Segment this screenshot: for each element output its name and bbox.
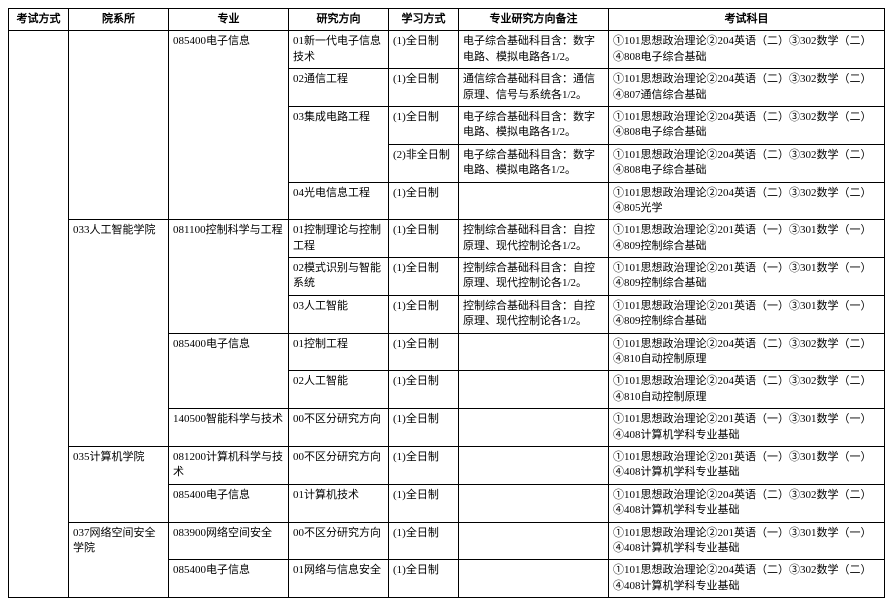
cell-subjects: ①101思想政治理论②204英语（二）③302数学（二）④808电子综合基础 [609, 31, 885, 69]
cell-direction: 00不区分研究方向 [289, 409, 389, 447]
cell-mode: (2)非全日制 [389, 144, 459, 182]
cell-subjects: ①101思想政治理论②201英语（一）③301数学（一）④809控制综合基础 [609, 220, 885, 258]
cell-note [459, 560, 609, 598]
header-note: 专业研究方向备注 [459, 9, 609, 31]
cell-major: 085400电子信息 [169, 484, 289, 522]
table-row: 035计算机学院081200计算机科学与技术00不区分研究方向(1)全日制①10… [9, 446, 885, 484]
cell-subjects: ①101思想政治理论②201英语（一）③301数学（一）④809控制综合基础 [609, 258, 885, 296]
header-row: 考试方式 院系所 专业 研究方向 学习方式 专业研究方向备注 考试科目 [9, 9, 885, 31]
cell-direction: 04光电信息工程 [289, 182, 389, 220]
cell-subjects: ①101思想政治理论②201英语（一）③301数学（一）④408计算机学科专业基… [609, 446, 885, 484]
cell-mode: (1)全日制 [389, 333, 459, 371]
cell-mode: (1)全日制 [389, 182, 459, 220]
header-dept: 院系所 [69, 9, 169, 31]
cell-mode: (1)全日制 [389, 295, 459, 333]
admissions-table: 考试方式 院系所 专业 研究方向 学习方式 专业研究方向备注 考试科目 0854… [8, 8, 885, 598]
cell-mode: (1)全日制 [389, 446, 459, 484]
cell-direction: 01控制工程 [289, 333, 389, 371]
cell-subjects: ①101思想政治理论②201英语（一）③301数学（一）④809控制综合基础 [609, 295, 885, 333]
cell-direction: 03集成电路工程 [289, 106, 389, 182]
cell-subjects: ①101思想政治理论②201英语（一）③301数学（一）④408计算机学科专业基… [609, 522, 885, 560]
cell-note [459, 484, 609, 522]
cell-subjects: ①101思想政治理论②204英语（二）③302数学（二）④408计算机学科专业基… [609, 484, 885, 522]
cell-note [459, 446, 609, 484]
cell-note: 控制综合基础科目含：自控原理、现代控制论各1/2。 [459, 258, 609, 296]
cell-note: 控制综合基础科目含：自控原理、现代控制论各1/2。 [459, 295, 609, 333]
cell-major: 085400电子信息 [169, 560, 289, 598]
cell-major: 081100控制科学与工程 [169, 220, 289, 333]
cell-note [459, 333, 609, 371]
cell-mode: (1)全日制 [389, 560, 459, 598]
cell-subjects: ①101思想政治理论②204英语（二）③302数学（二）④808电子综合基础 [609, 106, 885, 144]
cell-dept: 033人工智能学院 [69, 220, 169, 447]
cell-dept: 035计算机学院 [69, 446, 169, 522]
cell-subjects: ①101思想政治理论②204英语（二）③302数学（二）④810自动控制原理 [609, 371, 885, 409]
table-row: 037网络空间安全学院083900网络空间安全00不区分研究方向(1)全日制①1… [9, 522, 885, 560]
cell-direction: 00不区分研究方向 [289, 522, 389, 560]
header-major: 专业 [169, 9, 289, 31]
header-exam: 考试方式 [9, 9, 69, 31]
cell-note: 电子综合基础科目含：数字电路、模拟电路各1/2。 [459, 144, 609, 182]
cell-note: 控制综合基础科目含：自控原理、现代控制论各1/2。 [459, 220, 609, 258]
cell-subjects: ①101思想政治理论②204英语（二）③302数学（二）④810自动控制原理 [609, 333, 885, 371]
cell-mode: (1)全日制 [389, 69, 459, 107]
header-dir: 研究方向 [289, 9, 389, 31]
cell-note [459, 409, 609, 447]
header-subj: 考试科目 [609, 9, 885, 31]
cell-direction: 02通信工程 [289, 69, 389, 107]
cell-dept: 037网络空间安全学院 [69, 522, 169, 598]
cell-note: 电子综合基础科目含：数字电路、模拟电路各1/2。 [459, 31, 609, 69]
cell-subjects: ①101思想政治理论②204英语（二）③302数学（二）④408计算机学科专业基… [609, 560, 885, 598]
table-row: 033人工智能学院081100控制科学与工程01控制理论与控制工程(1)全日制控… [9, 220, 885, 258]
cell-dept [69, 31, 169, 220]
cell-subjects: ①101思想政治理论②204英语（二）③302数学（二）④808电子综合基础 [609, 144, 885, 182]
cell-mode: (1)全日制 [389, 371, 459, 409]
cell-major: 085400电子信息 [169, 333, 289, 409]
header-mode: 学习方式 [389, 9, 459, 31]
cell-subjects: ①101思想政治理论②201英语（一）③301数学（一）④408计算机学科专业基… [609, 409, 885, 447]
cell-direction: 01控制理论与控制工程 [289, 220, 389, 258]
cell-mode: (1)全日制 [389, 220, 459, 258]
cell-exam [9, 31, 69, 598]
cell-direction: 02模式识别与智能系统 [289, 258, 389, 296]
cell-major: 140500智能科学与技术 [169, 409, 289, 447]
cell-mode: (1)全日制 [389, 522, 459, 560]
cell-direction: 01新一代电子信息技术 [289, 31, 389, 69]
cell-direction: 01网络与信息安全 [289, 560, 389, 598]
cell-note: 电子综合基础科目含：数字电路、模拟电路各1/2。 [459, 106, 609, 144]
cell-direction: 00不区分研究方向 [289, 446, 389, 484]
table-body: 085400电子信息01新一代电子信息技术(1)全日制电子综合基础科目含：数字电… [9, 31, 885, 598]
cell-direction: 01计算机技术 [289, 484, 389, 522]
cell-mode: (1)全日制 [389, 31, 459, 69]
cell-major: 083900网络空间安全 [169, 522, 289, 560]
cell-note: 通信综合基础科目含：通信原理、信号与系统各1/2。 [459, 69, 609, 107]
cell-subjects: ①101思想政治理论②204英语（二）③302数学（二）④807通信综合基础 [609, 69, 885, 107]
cell-subjects: ①101思想政治理论②204英语（二）③302数学（二）④805光学 [609, 182, 885, 220]
cell-mode: (1)全日制 [389, 409, 459, 447]
cell-mode: (1)全日制 [389, 106, 459, 144]
cell-note [459, 182, 609, 220]
cell-direction: 02人工智能 [289, 371, 389, 409]
cell-major: 081200计算机科学与技术 [169, 446, 289, 484]
table-row: 085400电子信息01新一代电子信息技术(1)全日制电子综合基础科目含：数字电… [9, 31, 885, 69]
cell-note [459, 522, 609, 560]
cell-mode: (1)全日制 [389, 258, 459, 296]
cell-direction: 03人工智能 [289, 295, 389, 333]
cell-major: 085400电子信息 [169, 31, 289, 220]
cell-note [459, 371, 609, 409]
cell-mode: (1)全日制 [389, 484, 459, 522]
